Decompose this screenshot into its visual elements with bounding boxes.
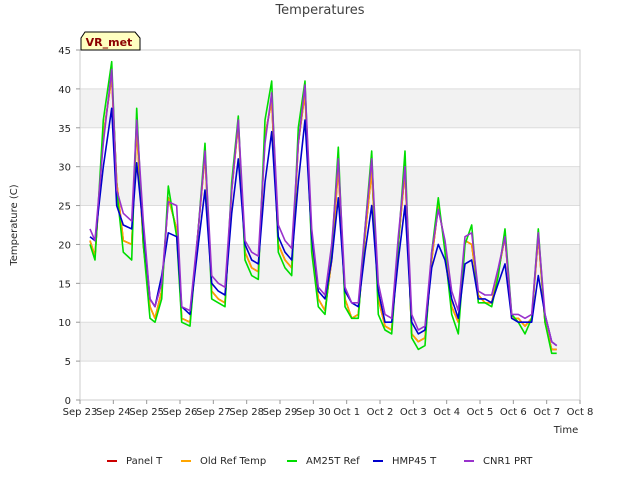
y-tick-label: 35 (58, 124, 71, 135)
x-tick-label: Sep 26 (163, 407, 198, 418)
x-tick-label: Oct 4 (433, 407, 460, 418)
x-tick-label: Sep 24 (96, 407, 131, 418)
vr-met-badge: VR_met (80, 31, 141, 51)
plot-area-frame (79, 49, 581, 401)
y-tick-label: 40 (58, 85, 71, 96)
x-tick-label: Sep 30 (296, 407, 331, 418)
x-tick-label: Oct 2 (367, 407, 394, 418)
x-axis-title: Time (553, 425, 578, 436)
x-tick-label: Oct 5 (467, 407, 494, 418)
x-tick-label: Sep 25 (129, 407, 164, 418)
y-tick-label: 15 (58, 279, 71, 290)
y-tick-label: 45 (58, 46, 71, 57)
legend: Panel T Old Ref Temp AM25T Ref HMP45 T CNR1 … (107, 456, 533, 467)
x-tick-label: Oct 3 (400, 407, 427, 418)
background-band (80, 322, 580, 362)
y-tick-label: 30 (58, 163, 71, 174)
badge-label: VR_met (86, 36, 133, 49)
x-tick-label: Sep 28 (229, 407, 264, 418)
legend-label: Old Ref Temp (200, 456, 266, 467)
y-tick-label: 10 (58, 318, 71, 329)
x-tick-label: Oct 7 (533, 407, 560, 418)
x-tick-label: Oct 1 (333, 407, 360, 418)
legend-label: Panel T (126, 456, 163, 467)
x-tick-label: Sep 27 (196, 407, 231, 418)
x-tick-label: Sep 29 (263, 407, 298, 418)
series-lines (89, 60, 558, 355)
x-tick-label: Oct 8 (567, 407, 594, 418)
series-line-hmp45-t (89, 107, 558, 347)
legend-label: AM25T Ref (306, 456, 360, 467)
badge-shape (80, 31, 141, 51)
background-band (80, 88, 580, 128)
series-line-cnr1-prt (89, 68, 558, 347)
y-tick-label: 5 (65, 357, 71, 368)
y-tick-label: 0 (65, 396, 71, 407)
legend-label: HMP45 T (392, 456, 437, 467)
background-band (80, 166, 580, 206)
y-tick-label: 25 (58, 202, 71, 213)
x-tick-label: Sep 23 (63, 407, 98, 418)
y-axis-ticks: 0 5 10 15 20 25 30 35 40 45 (58, 46, 80, 407)
y-tick-label: 20 (58, 240, 71, 251)
y-axis-title: Temperature (C) (9, 184, 20, 266)
x-tick-label: Oct 6 (500, 407, 527, 418)
legend-label: CNR1 PRT (483, 456, 533, 467)
chart-title: Temperatures (274, 3, 364, 18)
